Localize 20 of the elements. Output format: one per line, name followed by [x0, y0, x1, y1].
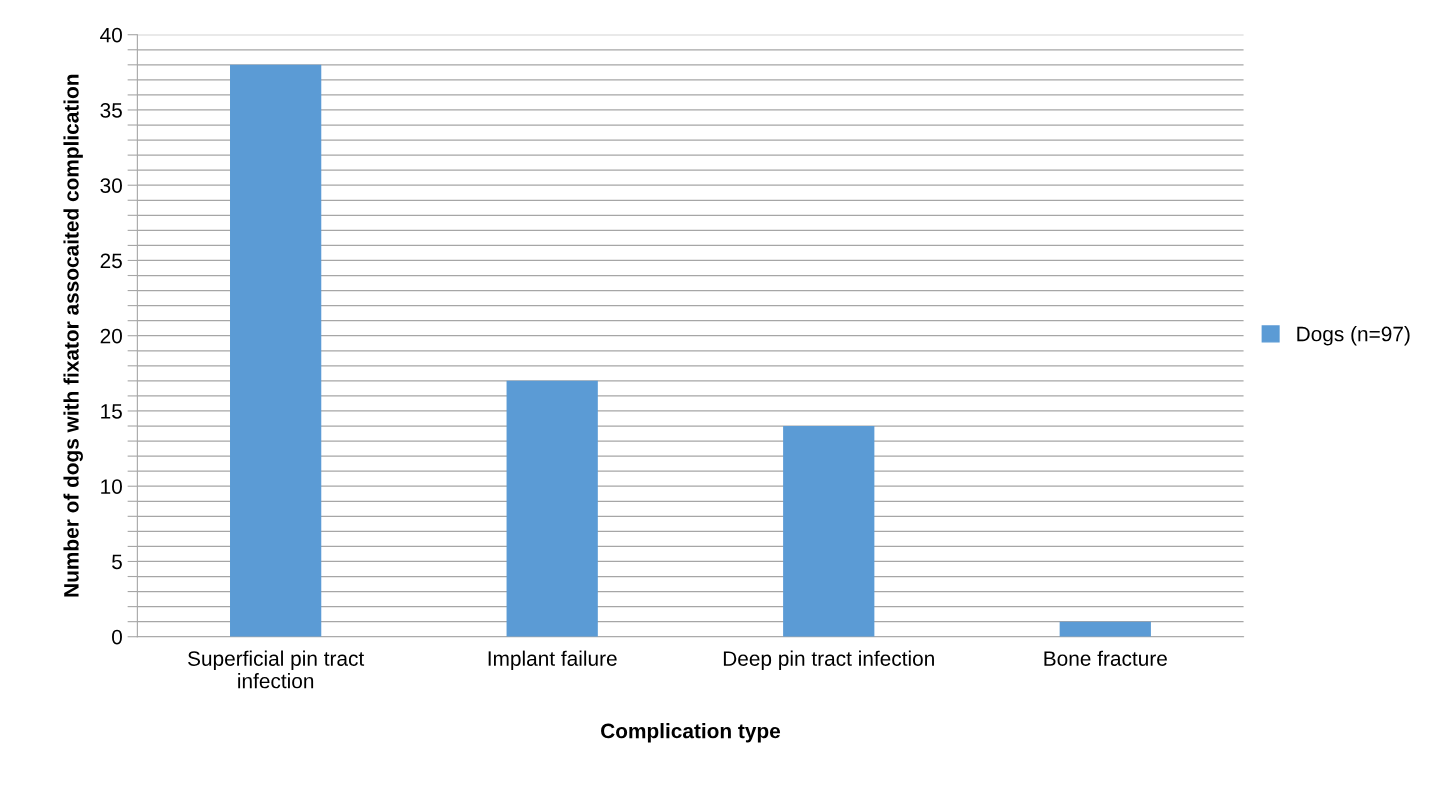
y-tick-label: 10: [101, 479, 122, 494]
y-tick-label: 40: [100, 27, 122, 43]
y-tick-label: 20: [100, 328, 122, 344]
bar: [783, 426, 875, 637]
x-axis-title: Complication type: [601, 723, 781, 743]
y-tick-label: 30: [100, 178, 122, 193]
bar: [506, 380, 598, 637]
bar: [1059, 621, 1151, 637]
y-tick-label: 15: [101, 404, 122, 419]
x-tick-label: Superficial pin tract infection: [188, 650, 365, 689]
y-tick-label: 5: [112, 554, 122, 570]
x-tick-label: Deep pin tract infection: [723, 650, 934, 671]
y-tick-label: 35: [100, 102, 122, 118]
y-tick-label: 0: [112, 629, 122, 645]
y-axis-title: Number of dogs with fixator assocaited complication: [63, 74, 83, 597]
y-tick-label: 25: [100, 253, 122, 269]
bar: [230, 64, 322, 637]
legend-label: Dogs (n=97): [1297, 326, 1410, 346]
x-tick-label: Bone fracture: [1044, 650, 1167, 666]
x-tick-label: Implant failure: [488, 650, 617, 671]
